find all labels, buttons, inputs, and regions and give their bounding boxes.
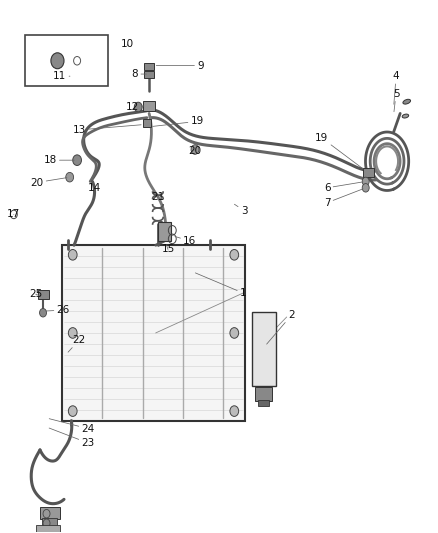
Ellipse shape <box>402 114 409 118</box>
Circle shape <box>362 183 369 192</box>
Circle shape <box>134 102 142 112</box>
Text: 1: 1 <box>195 273 247 298</box>
Circle shape <box>230 406 239 416</box>
Text: 18: 18 <box>43 155 74 165</box>
Bar <box>38 290 49 300</box>
Text: 5: 5 <box>393 88 399 112</box>
Circle shape <box>66 172 74 182</box>
Text: 3: 3 <box>234 204 247 216</box>
Text: 20: 20 <box>30 177 67 188</box>
Text: 24: 24 <box>49 419 95 434</box>
Circle shape <box>73 155 81 165</box>
Bar <box>258 400 269 406</box>
Circle shape <box>68 406 77 416</box>
Text: 14: 14 <box>88 183 101 193</box>
Text: 23: 23 <box>49 428 95 448</box>
Circle shape <box>68 328 77 338</box>
Bar <box>255 387 272 401</box>
Circle shape <box>51 53 64 69</box>
Text: 19: 19 <box>315 133 364 169</box>
Text: 21: 21 <box>151 192 165 203</box>
Text: 13: 13 <box>73 125 141 135</box>
Circle shape <box>68 249 77 260</box>
Bar <box>144 71 153 78</box>
Bar <box>62 245 245 421</box>
Bar <box>35 525 60 532</box>
Bar <box>25 35 108 86</box>
Ellipse shape <box>403 99 410 104</box>
Bar <box>363 167 374 177</box>
Text: 25: 25 <box>29 289 42 299</box>
Circle shape <box>362 177 369 185</box>
Text: 8: 8 <box>131 69 146 79</box>
Text: 4: 4 <box>393 71 399 104</box>
Bar <box>143 119 151 127</box>
Text: 7: 7 <box>324 189 363 208</box>
Circle shape <box>191 145 199 155</box>
Text: 9: 9 <box>156 61 204 70</box>
Text: 16: 16 <box>175 236 197 246</box>
Text: 22: 22 <box>68 335 86 352</box>
Circle shape <box>230 249 239 260</box>
Text: 10: 10 <box>121 39 134 49</box>
Bar <box>143 101 155 111</box>
Bar <box>252 312 276 386</box>
Text: 6: 6 <box>324 182 363 193</box>
Bar <box>144 63 153 70</box>
Circle shape <box>230 328 239 338</box>
Text: 15: 15 <box>161 245 175 254</box>
Bar <box>42 519 57 527</box>
Text: 12: 12 <box>125 102 144 112</box>
Text: 2: 2 <box>267 310 295 344</box>
Text: 20: 20 <box>188 146 201 156</box>
Text: 11: 11 <box>53 71 70 81</box>
Circle shape <box>39 309 46 317</box>
Text: 17: 17 <box>7 209 21 220</box>
Text: 26: 26 <box>46 305 70 315</box>
Text: 19: 19 <box>153 116 204 126</box>
Bar <box>158 222 171 241</box>
Bar <box>40 507 60 519</box>
